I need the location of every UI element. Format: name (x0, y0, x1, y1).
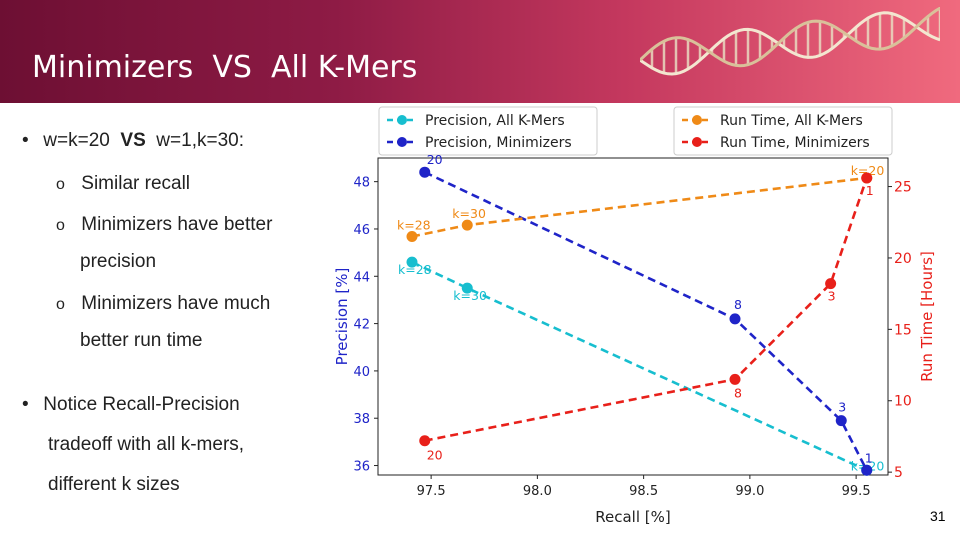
series-line-1 (411, 260, 868, 472)
legend-marker-4 (692, 137, 702, 147)
x-tick-label: 99.0 (735, 484, 764, 499)
sub-bullet-3: o Minimizers have much (56, 293, 271, 314)
data-point (861, 172, 873, 184)
data-label: k=30 (453, 288, 487, 303)
data-point (825, 278, 837, 290)
data-point (729, 373, 741, 385)
legend-label-1: Precision, All K-Mers (425, 113, 565, 129)
y-tick-label: 46 (353, 223, 370, 238)
legend-label-3: Run Time, All K-Mers (720, 113, 863, 129)
y-axis-label: Precision [%] (333, 268, 351, 366)
chart-legend: Precision, All K-Mers Precision, Minimize… (378, 106, 893, 156)
data-label: 20 (427, 152, 443, 167)
recall-precision-chart: Precision, All K-Mers Precision, Minimize… (333, 106, 936, 526)
y2-tick-label: 5 (894, 465, 903, 481)
legend-box-2 (673, 106, 893, 156)
x-tick-label: 99.5 (842, 484, 871, 499)
data-point (419, 435, 431, 447)
y-tick-label: 44 (353, 270, 370, 285)
y2-tick-label: 25 (894, 180, 912, 196)
series-2: 20 8 3 1 (419, 152, 873, 476)
dna-helix-image (640, 6, 940, 76)
data-point (861, 464, 873, 476)
data-point (406, 231, 418, 243)
series-4: 20 8 3 1 (419, 172, 874, 463)
x-tick-label: 98.0 (523, 484, 552, 499)
data-label: 3 (838, 400, 846, 415)
page-number: 31 (930, 508, 946, 524)
sub-bullet-1: o Similar recall (56, 173, 191, 194)
data-label: k=28 (398, 262, 432, 277)
data-label: 1 (866, 183, 874, 198)
y-tick-label: 48 (353, 176, 370, 191)
bullet-2: • Notice Recall-Precision (22, 394, 240, 415)
data-label: k=20 (851, 163, 885, 178)
legend-label-4: Run Time, Minimizers (720, 135, 870, 151)
plot-frame (377, 157, 889, 476)
title-banner (0, 0, 960, 103)
y2-tick-label: 20 (894, 251, 912, 267)
y-tick-label: 42 (353, 318, 370, 333)
data-label: k=30 (452, 206, 486, 221)
bullet-1-vs: VS (120, 130, 146, 151)
y-tick-label: 36 (353, 460, 370, 475)
data-label: k=28 (397, 218, 431, 233)
data-label: 8 (734, 385, 742, 400)
series-line-4 (424, 177, 868, 442)
data-label: 20 (427, 448, 443, 463)
y2-tick-label: 15 (894, 322, 912, 338)
series-1: k=28k=30k=20 (398, 256, 884, 476)
bullet-1-post: w=1,k=30: (145, 130, 244, 151)
chart-axes: 97.5 98.0 98.5 99.0 99.536384042444648510152… (333, 157, 936, 526)
x-tick-label: 97.5 (417, 484, 446, 499)
y2-axis-label: Run Time [Hours] (918, 251, 936, 382)
series-line-2 (424, 171, 868, 471)
data-point (419, 166, 431, 178)
data-label: 8 (734, 297, 742, 312)
bullet-1-pre: w=k=20 (43, 130, 121, 151)
data-label: 3 (828, 289, 836, 304)
y-tick-label: 40 (353, 365, 370, 380)
data-point (729, 313, 741, 325)
data-label: 1 (865, 450, 873, 465)
slide-title: Minimizers VS All K-Mers (32, 50, 418, 85)
legend-label-2: Precision, Minimizers (425, 135, 572, 151)
series-3: k=28 k=30 k=20 (397, 163, 885, 243)
legend-marker-2 (397, 137, 407, 147)
legend-marker-3 (692, 115, 702, 125)
data-point (406, 256, 418, 268)
legend-marker-1 (397, 115, 407, 125)
x-axis-label: Recall [%] (595, 508, 670, 526)
data-point (461, 282, 473, 294)
data-point (461, 219, 473, 231)
bullet-1: • w=k=20 VS w=1,k=30: (22, 130, 244, 151)
bullet-2-line-3: different k sizes (48, 474, 180, 495)
legend-box-1 (378, 106, 598, 156)
bullet-2-line-2: tradeoff with all k-mers, (48, 434, 245, 455)
sub-bullet-2-cont: precision (80, 251, 157, 272)
y2-tick-label: 10 (894, 394, 912, 410)
y-tick-label: 38 (353, 412, 370, 427)
x-tick-label: 98.5 (629, 484, 658, 499)
data-point (835, 415, 847, 427)
sub-bullet-3-cont: better run time (80, 330, 203, 351)
sub-bullet-2: o Minimizers have better (56, 214, 273, 235)
